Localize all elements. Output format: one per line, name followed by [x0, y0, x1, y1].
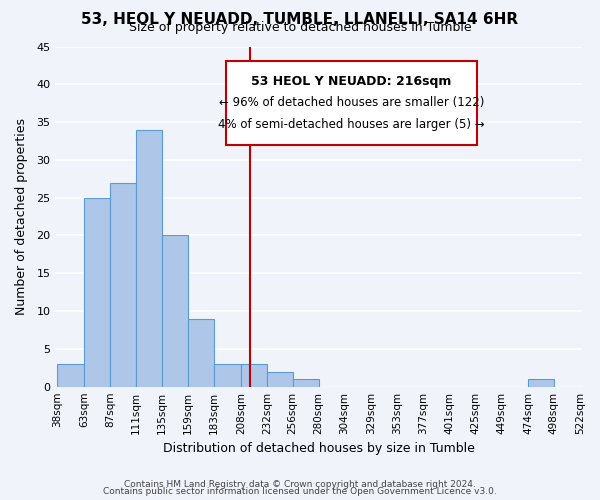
- Bar: [293, 379, 319, 386]
- FancyBboxPatch shape: [226, 61, 476, 145]
- Bar: [136, 130, 162, 386]
- Text: 53 HEOL Y NEUADD: 216sqm: 53 HEOL Y NEUADD: 216sqm: [251, 75, 452, 88]
- Text: ← 96% of detached houses are smaller (122): ← 96% of detached houses are smaller (12…: [219, 96, 484, 110]
- Text: 4% of semi-detached houses are larger (5) →: 4% of semi-detached houses are larger (5…: [218, 118, 485, 131]
- Text: Contains public sector information licensed under the Open Government Licence v3: Contains public sector information licen…: [103, 487, 497, 496]
- Bar: [528, 379, 554, 386]
- Bar: [241, 364, 267, 386]
- X-axis label: Distribution of detached houses by size in Tumble: Distribution of detached houses by size …: [163, 442, 475, 455]
- Bar: [214, 364, 241, 386]
- Bar: [267, 372, 293, 386]
- Text: Size of property relative to detached houses in Tumble: Size of property relative to detached ho…: [128, 22, 472, 35]
- Bar: [85, 198, 110, 386]
- Bar: [110, 182, 136, 386]
- Text: Contains HM Land Registry data © Crown copyright and database right 2024.: Contains HM Land Registry data © Crown c…: [124, 480, 476, 489]
- Bar: [162, 236, 188, 386]
- Y-axis label: Number of detached properties: Number of detached properties: [15, 118, 28, 315]
- Bar: [188, 318, 214, 386]
- Text: 53, HEOL Y NEUADD, TUMBLE, LLANELLI, SA14 6HR: 53, HEOL Y NEUADD, TUMBLE, LLANELLI, SA1…: [82, 12, 518, 26]
- Bar: [58, 364, 85, 386]
